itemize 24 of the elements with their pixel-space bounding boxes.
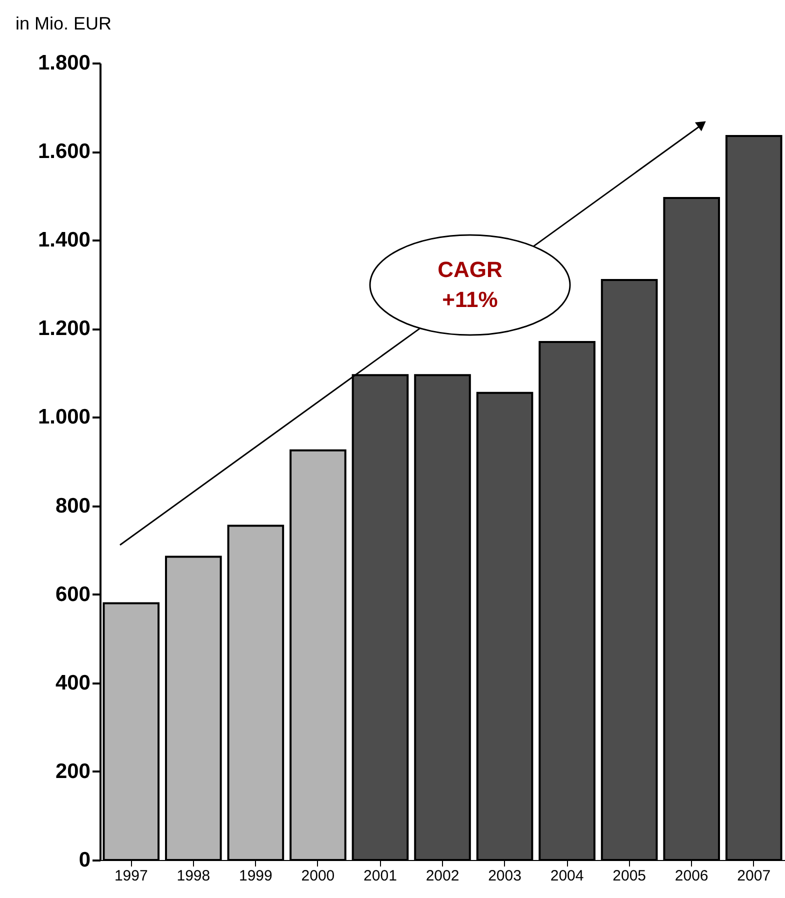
x-tick-label: 2007	[737, 868, 771, 884]
y-axis-title: in Mio. EUR	[16, 14, 112, 34]
y-tick-label: 200	[55, 760, 90, 783]
annotation: +11%	[442, 287, 498, 312]
y-tick-label: 800	[55, 494, 90, 518]
x-tick-label: 1998	[176, 868, 210, 884]
y-tick-label: 600	[55, 582, 90, 606]
y-tick-label: 1.400	[38, 228, 90, 252]
x-tick-label: 1999	[238, 868, 272, 884]
y-tick-label: 1.600	[38, 140, 90, 164]
x-tick-label: 2000	[301, 868, 335, 884]
x-tick-label: 1997	[114, 868, 148, 884]
y-tick-label: 0	[78, 848, 90, 872]
y-tick-label: 1.800	[38, 52, 90, 74]
x-tick-label: 2004	[550, 868, 584, 884]
x-tick-label: 2001	[364, 868, 397, 884]
y-tick-label: 1.000	[38, 406, 90, 429]
x-tick-label: 2006	[674, 868, 708, 884]
y-tick-label: 1.200	[38, 317, 90, 340]
x-tick-label: 2003	[488, 868, 522, 884]
y-tick-label: 400	[55, 671, 90, 694]
x-tick-label: 2002	[426, 868, 460, 884]
x-tick-label: 2005	[612, 868, 646, 884]
annotation: CAGR	[438, 257, 502, 282]
